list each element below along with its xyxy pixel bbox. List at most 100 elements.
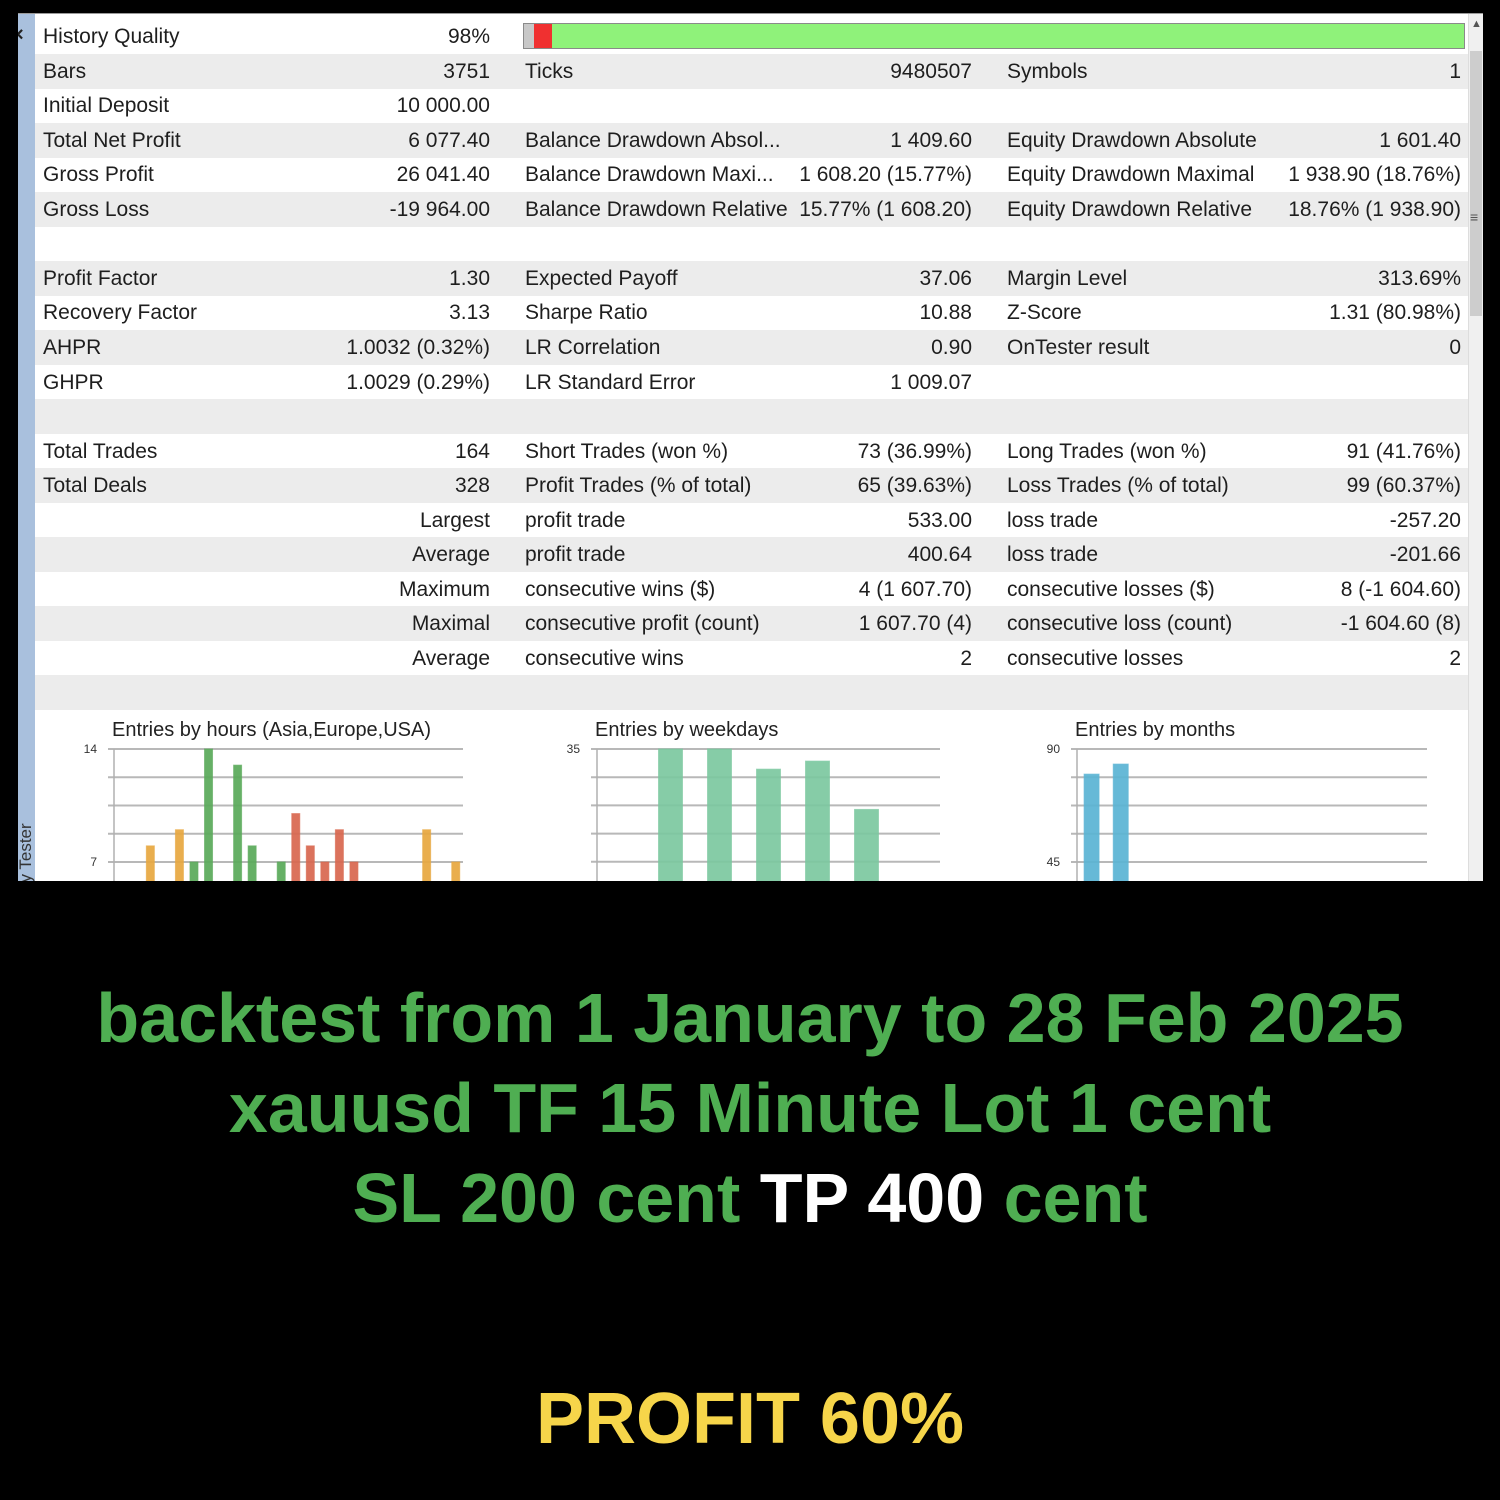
bar	[247, 845, 257, 881]
table-row: Maximal consecutive profit (count) 1 607.7…	[35, 606, 1468, 642]
label-col3: loss trade	[1007, 508, 1099, 532]
value-col1: 1.0029 (0.29%)	[346, 370, 490, 394]
label-col3: Equity Drawdown Relative	[1007, 197, 1253, 221]
table-row: Average profit trade 400.64 loss trade -201.…	[35, 537, 1468, 573]
value-col3: 0	[1449, 335, 1461, 359]
bar	[854, 808, 879, 881]
value-col2: 533.00	[907, 508, 972, 532]
value-col2: 1 608.20 (15.77%)	[799, 163, 972, 187]
value-col2: 9480507	[890, 59, 972, 83]
value-col1: Average	[412, 543, 490, 567]
table-row: AHPR 1.0032 (0.32%) LR Correlation 0.90 OnTe…	[35, 329, 1468, 365]
label-col2: Balance Drawdown Relative	[525, 197, 788, 221]
scroll-up-arrow-icon[interactable]: ▲	[1471, 18, 1482, 30]
value-col1: 1.0032 (0.32%)	[346, 335, 490, 359]
label-col1: Profit Factor	[43, 266, 158, 290]
value-col1: -19 964.00	[389, 197, 490, 221]
value-col3: 313.69%	[1378, 266, 1461, 290]
table-row: GHPR 1.0029 (0.29%) LR Standard Error 1 009…	[35, 365, 1468, 400]
bar	[422, 829, 432, 881]
value-col2: 1 607.70 (4)	[858, 612, 972, 636]
y-tick-label: 90	[1047, 742, 1061, 756]
label-col3: Z-Score	[1007, 301, 1082, 325]
label-col1: Total Deals	[43, 474, 147, 498]
value-col3: 99 (60.37%)	[1346, 474, 1461, 498]
bar	[451, 861, 461, 881]
value-col2: 1 409.60	[890, 128, 972, 152]
value-col2: 0.90	[931, 335, 972, 359]
history-quality-missing	[524, 24, 534, 48]
history-quality-bad	[534, 24, 552, 48]
label-col3: consecutive losses	[1007, 646, 1184, 670]
value-col3: 8 (-1 604.60)	[1340, 577, 1461, 601]
bar	[756, 768, 781, 881]
vertical-scrollbar[interactable]: ▲ ≡	[1468, 14, 1483, 881]
value-col2: 400.64	[907, 543, 972, 567]
value-col3: 18.76% (1 938.90)	[1288, 197, 1461, 221]
value-col2: 10.88	[919, 301, 972, 325]
table-row	[35, 675, 1468, 711]
label-col2: consecutive wins ($)	[525, 577, 716, 601]
profit-caption: PROFIT 60%	[535, 1379, 965, 1459]
label-col3: consecutive loss (count)	[1007, 612, 1233, 636]
table-row: Recovery Factor 3.13 Sharpe Ratio 10.88 Z-Sc…	[35, 295, 1468, 330]
table-row: Bars 3751 Ticks 9480507 Symbols 1	[35, 53, 1468, 89]
label-col2: Ticks	[525, 59, 574, 83]
label-col3: Equity Drawdown Maximal	[1007, 163, 1255, 187]
bar	[334, 829, 344, 881]
value-col1: 98%	[447, 25, 490, 48]
label-col3: OnTester result	[1007, 335, 1150, 359]
label-col3: Equity Drawdown Absolute	[1007, 128, 1257, 152]
value-col2: 2	[960, 646, 972, 670]
value-col1: Average	[412, 646, 490, 670]
value-col1: Maximal	[411, 612, 490, 636]
label-col2: profit trade	[525, 543, 626, 567]
label-col3: Long Trades (won %)	[1007, 439, 1207, 463]
bar	[805, 760, 830, 881]
y-tick-label: 14	[84, 742, 98, 756]
label-col1: Gross Loss	[43, 197, 150, 221]
value-col2: 4 (1 607.70)	[858, 577, 972, 601]
label-col2: Balance Drawdown Maxi...	[525, 163, 774, 187]
bar	[658, 748, 683, 881]
grip-icon: ≡	[1470, 209, 1479, 225]
bar	[204, 748, 214, 881]
label-col1: Total Net Profit	[43, 128, 181, 152]
label-col1: Recovery Factor	[43, 301, 198, 325]
label-col2: consecutive profit (count)	[525, 612, 760, 636]
label-col2: Profit Trades (% of total)	[525, 474, 752, 498]
label-col1: GHPR	[43, 370, 104, 394]
value-col2: 1 009.07	[890, 370, 972, 394]
close-icon[interactable]: ×	[18, 24, 24, 47]
bar	[305, 845, 315, 881]
label-col2: Sharpe Ratio	[525, 301, 648, 325]
label-col1: Initial Deposit	[43, 94, 170, 118]
bar	[233, 764, 243, 881]
value-col3: 1 938.90 (18.76%)	[1288, 163, 1461, 187]
label-col3: Symbols	[1007, 59, 1088, 83]
label-col2: profit trade	[525, 508, 626, 532]
label-col1: Gross Profit	[43, 163, 154, 187]
value-col3: -1 604.60 (8)	[1340, 612, 1461, 636]
bar	[320, 861, 330, 881]
table-row: History Quality 98%	[35, 19, 1468, 54]
label-col2: Expected Payoff	[525, 266, 678, 290]
table-row: Initial Deposit 10 000.00	[35, 88, 1468, 123]
value-col1: Largest	[419, 508, 490, 532]
value-col2: 65 (39.63%)	[857, 474, 972, 498]
label-col2: Short Trades (won %)	[525, 439, 729, 463]
value-col2: 37.06	[919, 266, 972, 290]
cent-text: cent	[984, 1159, 1148, 1237]
sl-text: SL 200 cent	[352, 1159, 760, 1237]
bar	[291, 813, 301, 881]
scrollbar-thumb[interactable]: ≡	[1470, 51, 1482, 316]
table-row: Gross Profit 26 041.40 Balance Drawdown Ma…	[35, 157, 1468, 192]
label-col1: AHPR	[43, 335, 102, 359]
strategy-tester-side-tab[interactable]: × gy Tester	[18, 14, 35, 881]
bar	[276, 861, 286, 881]
bar	[174, 829, 184, 881]
value-col1: 328	[454, 474, 490, 498]
bar	[349, 861, 359, 881]
label-col2: LR Correlation	[525, 335, 661, 359]
chart-title: Entries by hours (Asia,Europe,USA)	[112, 719, 431, 741]
